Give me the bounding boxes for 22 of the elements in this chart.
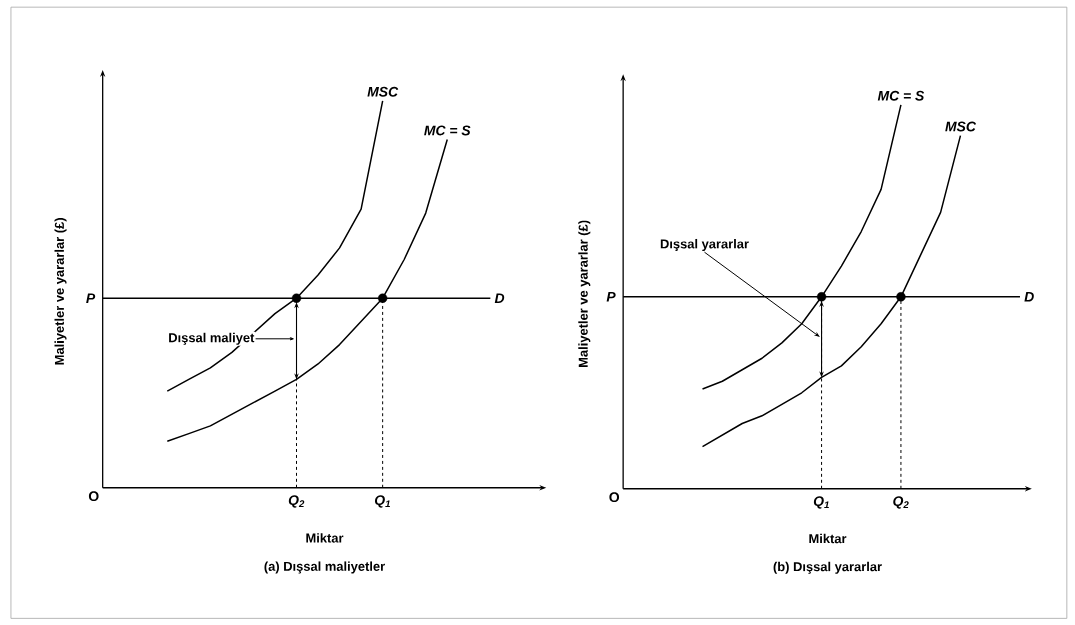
series-label: MC = S — [424, 125, 471, 136]
x-tick-label: Q$_{1}$ — [374, 495, 390, 508]
series-label: D — [1024, 292, 1034, 302]
text: P — [606, 292, 616, 302]
x-tick-label: Q$_{2}$ — [288, 495, 305, 508]
series-label: MSC — [367, 87, 399, 97]
text: P — [86, 293, 96, 304]
series-label: MC = S — [877, 91, 925, 101]
annotation: Dışsal yararlar — [660, 239, 749, 252]
y-axis-title: Maliyetler ve yararlar (£) — [54, 218, 67, 365]
x-axis-title: Miktar — [809, 533, 847, 544]
x-tick-label: Q$_{1}$ — [813, 496, 829, 509]
text: O — [88, 491, 99, 502]
x-tick-label: Q$_{2}$ — [893, 496, 909, 509]
x-axis-title: Miktar — [306, 533, 344, 543]
text: O — [609, 492, 620, 503]
text: (a) Dışsal maliyetler — [264, 561, 385, 574]
series-label: MSC — [945, 121, 977, 132]
series-label: D — [494, 293, 505, 304]
annotation: Dışsal maliyet — [169, 333, 255, 346]
y-axis-title: Maliyetler ve yararlar (£) — [578, 220, 591, 368]
text: (b) Dışsal yararlar — [773, 561, 882, 575]
